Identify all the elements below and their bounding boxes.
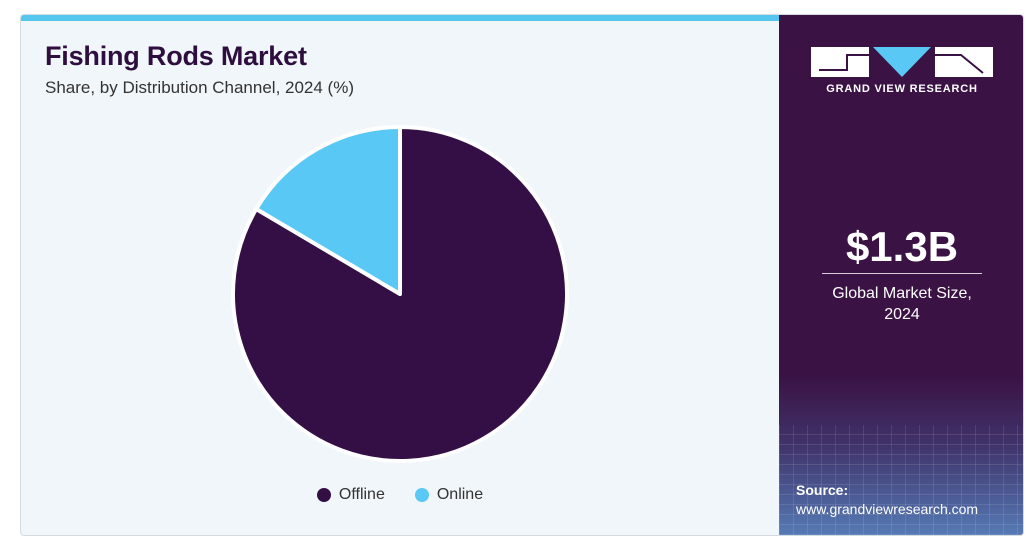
- market-size-label-line2: 2024: [884, 306, 920, 323]
- gvr-logo-icon: [811, 47, 993, 77]
- panel-gradient: [779, 375, 1023, 535]
- brand-name: GRAND VIEW RESEARCH: [826, 83, 978, 95]
- summary-panel: GRAND VIEW RESEARCH $1.3B Global Market …: [779, 15, 1023, 535]
- chart-subtitle: Share, by Distribution Channel, 2024 (%): [45, 78, 354, 97]
- pie-slice-online: [254, 125, 402, 296]
- pie-chart: [231, 125, 569, 463]
- page-title: Fishing Rods Market: [45, 41, 307, 71]
- market-size-value: $1.3B: [845, 223, 959, 270]
- chart-legend: Offline Online: [21, 486, 779, 504]
- infographic-card: Fishing Rods Market Share, by Distributi…: [20, 14, 1024, 536]
- source-url[interactable]: www.grandviewresearch.com: [796, 501, 979, 517]
- legend-swatch-offline: [316, 488, 331, 502]
- market-size-label: Global Market Size, 2024: [779, 283, 1023, 325]
- panel-grid-pattern: [779, 425, 1023, 535]
- legend-swatch-online: [414, 488, 429, 502]
- chart-panel: Fishing Rods Market Share, by Distributi…: [21, 15, 779, 535]
- source-label: Source:: [796, 482, 849, 498]
- accent-bar: [21, 15, 779, 21]
- source-note: Source: www.grandviewresearch.com: [796, 481, 978, 519]
- legend-label-online: Online: [436, 486, 484, 503]
- legend-item-offline: Offline: [316, 486, 385, 504]
- market-size-label-line1: Global Market Size,: [832, 285, 972, 302]
- legend-label-offline: Offline: [338, 486, 385, 503]
- value-divider: [822, 273, 982, 274]
- legend-item-online: Online: [414, 486, 484, 504]
